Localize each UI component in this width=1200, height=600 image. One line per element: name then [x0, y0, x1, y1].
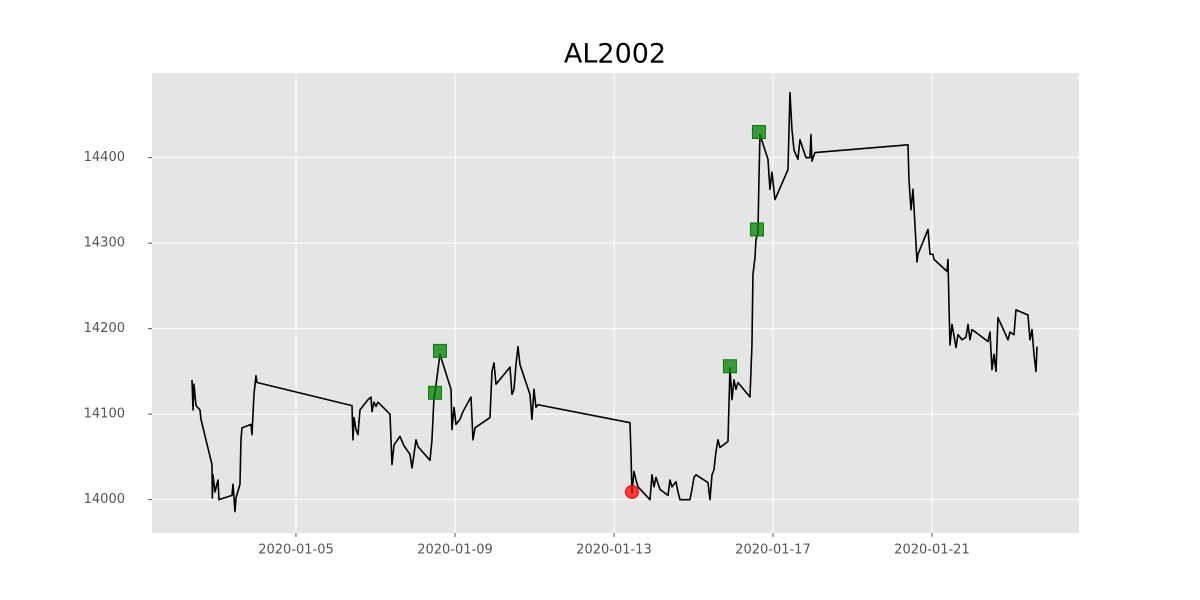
- plot-area: [152, 73, 1079, 533]
- y-tick-label: 14000: [84, 492, 125, 507]
- signal-marker: [749, 222, 764, 237]
- y-tick-label: 14100: [84, 407, 125, 422]
- x-tick-label: 2020-01-13: [576, 543, 652, 558]
- signal-marker: [751, 124, 766, 139]
- x-tick-label: 2020-01-17: [735, 543, 811, 558]
- y-tick-label: 14400: [84, 150, 125, 165]
- grid: [152, 73, 1079, 533]
- y-tick-label: 14200: [84, 321, 125, 336]
- chart-title: AL2002: [564, 39, 666, 70]
- signal-marker: [427, 385, 442, 400]
- signal-marker: [432, 343, 447, 358]
- marks: [191, 91, 1038, 513]
- y-tick-label: 14300: [84, 236, 125, 251]
- x-tick-label: 2020-01-21: [894, 543, 970, 558]
- price-line: [191, 91, 1038, 513]
- x-tick-label: 2020-01-09: [417, 543, 493, 558]
- signal-marker: [722, 359, 737, 374]
- signal-marker: [624, 484, 639, 499]
- x-tick-label: 2020-01-05: [258, 543, 334, 558]
